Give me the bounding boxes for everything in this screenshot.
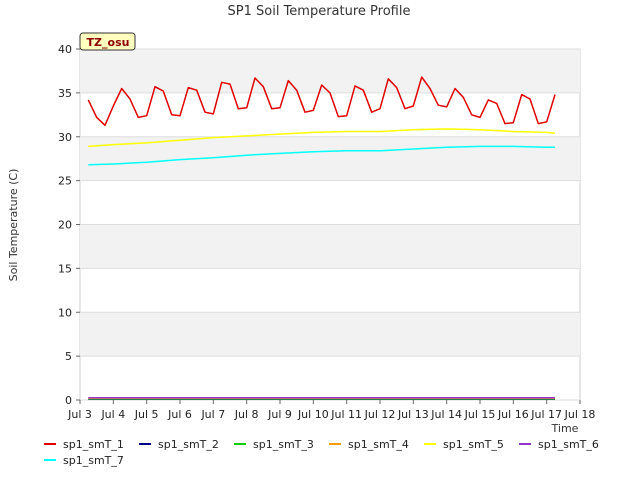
x-tick-label: Jul 18 (564, 408, 596, 421)
x-axis-ticks: Jul 3 Jul 4 Jul 5 Jul 6 Jul 7 Jul 8 Jul 9 Jul 1… (67, 400, 595, 421)
x-tick-label: Jul 13 (397, 408, 429, 421)
grid-lines (80, 48, 580, 401)
legend-item-sp1_smT_6: sp1_smT_6 (519, 438, 599, 451)
y-tick-label: 5 (65, 350, 72, 363)
legend-label: sp1_smT_1 (63, 438, 124, 451)
x-tick-label: Jul 14 (430, 408, 462, 421)
legend-label: sp1_smT_6 (538, 438, 599, 451)
series-line-sp1_smT_5 (88, 128, 556, 148)
x-tick-label: Jul 9 (267, 408, 292, 421)
legend-item-sp1_smT_3: sp1_smT_3 (234, 438, 314, 451)
y-axis-label: Soil Temperature (C) (7, 169, 20, 282)
x-tick-label: Jul 5 (134, 408, 159, 421)
y-axis-ticks: 0 5 10 15 20 25 30 35 40 (58, 43, 80, 407)
legend-label: sp1_smT_5 (443, 438, 504, 451)
x-tick-label: Jul 16 (497, 408, 529, 421)
x-tick-label: Jul 6 (167, 408, 192, 421)
series-lines (87, 76, 556, 400)
legend-item-sp1_smT_4: sp1_smT_4 (329, 438, 409, 451)
plot-band (80, 312, 580, 357)
y-tick-label: 15 (58, 262, 72, 275)
tz-badge-box (79, 32, 136, 51)
y-tick-label: 35 (58, 87, 72, 100)
y-tick-label: 25 (58, 175, 72, 188)
legend-label: sp1_smT_4 (348, 438, 409, 451)
x-tick-label: Jul 3 (67, 408, 92, 421)
x-tick-label: Jul 17 (530, 408, 562, 421)
y-tick-label: 20 (58, 219, 72, 232)
legend: sp1_smT_1 sp1_smT_2 sp1_smT_3 sp1_smT_4 sp1_… (44, 438, 599, 467)
tz-badge: TZ_osu (79, 32, 136, 51)
x-tick-label: Jul 10 (297, 408, 329, 421)
x-axis-label: Time (551, 422, 579, 435)
legend-label: sp1_smT_2 (158, 438, 219, 451)
x-tick-label: Jul 8 (234, 408, 259, 421)
y-tick-label: 40 (58, 43, 72, 56)
legend-item-sp1_smT_1: sp1_smT_1 (44, 438, 124, 451)
plot-band (80, 49, 580, 93)
legend-item-sp1_smT_5: sp1_smT_5 (424, 438, 504, 451)
chart-title: SP1 Soil Temperature Profile (228, 4, 411, 19)
tz-badge-label: TZ_osu (87, 36, 130, 49)
x-tick-label: Jul 15 (464, 408, 496, 421)
y-tick-label: 10 (58, 306, 72, 319)
x-tick-label: Jul 12 (364, 408, 396, 421)
plot-band (80, 224, 580, 269)
series-line-sp1_smT_7 (88, 145, 555, 166)
legend-item-sp1_smT_7: sp1_smT_7 (44, 454, 124, 467)
legend-label: sp1_smT_7 (63, 454, 124, 467)
y-tick-label: 0 (65, 394, 72, 407)
series-line-sp1_smT_1 (87, 76, 556, 127)
x-tick-label: Jul 7 (200, 408, 225, 421)
legend-item-sp1_smT_2: sp1_smT_2 (139, 438, 219, 451)
x-tick-label: Jul 11 (330, 408, 362, 421)
x-tick-label: Jul 4 (100, 408, 125, 421)
y-tick-label: 30 (58, 131, 72, 144)
plot-band (80, 136, 580, 181)
legend-label: sp1_smT_3 (253, 438, 314, 451)
